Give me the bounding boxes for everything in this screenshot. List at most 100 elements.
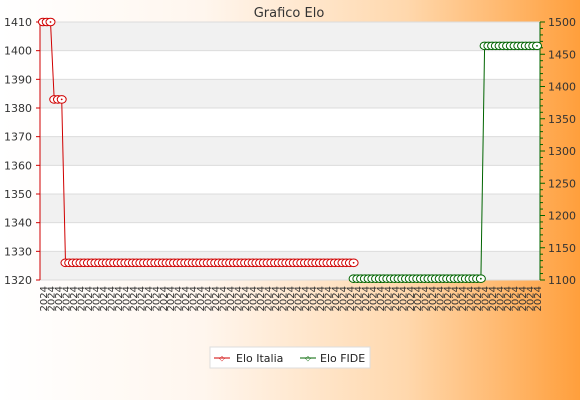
x-tick-label: 2024 — [46, 286, 57, 311]
x-tick-label: 2024 — [316, 286, 327, 311]
x-tick-label: 2024 — [353, 286, 364, 311]
x-tick-label: 2024 — [511, 286, 522, 311]
x-tick-label: 2024 — [443, 286, 454, 311]
point-center-elo-fide — [536, 44, 538, 47]
x-tick-label: 2024 — [368, 286, 379, 311]
x-tick-label: 2024 — [518, 286, 529, 311]
right-tick-label: 1450 — [548, 48, 576, 61]
left-tick-label: 1370 — [4, 131, 32, 144]
grid-band — [40, 194, 540, 223]
left-tick-label: 1360 — [4, 159, 32, 172]
x-tick-label: 2024 — [361, 286, 372, 311]
x-tick-label: 2024 — [61, 286, 72, 311]
right-tick-label: 1150 — [548, 242, 576, 255]
left-tick-label: 1410 — [4, 16, 32, 29]
x-tick-label: 2024 — [413, 286, 424, 311]
right-tick-label: 1100 — [548, 274, 576, 287]
x-tick-label: 2024 — [279, 286, 290, 311]
x-tick-label: 2024 — [159, 286, 170, 311]
x-tick-label: 2024 — [114, 286, 125, 311]
right-axis: 1100 1150 1200 1250 1300 1350 1400 1450 1500 — [539, 16, 576, 287]
point-center-elo-italia — [352, 261, 355, 264]
x-tick-label: 2024 — [458, 286, 469, 311]
left-tick-label: 1380 — [4, 102, 32, 115]
x-tick-label: 2024 — [436, 286, 447, 311]
x-tick-label: 2024 — [91, 286, 102, 311]
x-tick-label: 2024 — [376, 286, 387, 311]
legend-item-elo-italia[interactable]: ◇ Elo Italia — [214, 352, 283, 365]
x-tick-label: 2024 — [106, 286, 117, 311]
right-tick-label: 1400 — [548, 81, 576, 94]
x-tick-label: 2024 — [481, 286, 492, 311]
legend-marker-elo-italia: ◇ — [219, 355, 225, 363]
x-tick-label: 2024 — [533, 286, 544, 311]
x-tick-label: 2024 — [249, 286, 260, 311]
x-tick-label: 2024 — [323, 286, 334, 311]
right-tick-label: 1500 — [548, 16, 576, 29]
x-tick-label: 2024 — [264, 286, 275, 311]
x-tick-label: 2024 — [256, 286, 267, 311]
x-tick-label: 2024 — [234, 286, 245, 311]
x-tick-label: 2024 — [136, 286, 147, 311]
x-tick-label: 2024 — [526, 286, 537, 311]
x-tick-label: 2024 — [383, 286, 394, 311]
x-tick-label: 2024 — [503, 286, 514, 311]
legend-label-elo-fide: Elo FIDE — [320, 352, 365, 365]
x-tick-label: 2024 — [99, 286, 110, 311]
x-tick-label: 2024 — [331, 286, 342, 311]
point-center-elo-italia — [60, 98, 63, 101]
plot-background — [40, 22, 540, 280]
x-tick-label: 2024 — [76, 286, 87, 311]
right-tick-label: 1250 — [548, 177, 576, 190]
x-tick-label: 2024 — [391, 286, 402, 311]
x-tick-label: 2024 — [129, 286, 140, 311]
x-tick-label: 2024 — [211, 286, 222, 311]
legend-item-elo-fide[interactable]: ◇ Elo FIDE — [300, 352, 365, 365]
series-elo-fide — [348, 41, 542, 284]
left-tick-label: 1400 — [4, 45, 32, 58]
legend-label-elo-italia: Elo Italia — [236, 352, 283, 365]
x-tick-label: 2024 — [166, 286, 177, 311]
x-tick-label: 2024 — [271, 286, 282, 311]
x-tick-label: 2024 — [144, 286, 155, 311]
x-tick-label: 2024 — [451, 286, 462, 311]
x-tick-label: 2024 — [421, 286, 432, 311]
left-tick-label: 1340 — [4, 217, 32, 230]
grid-band — [40, 22, 540, 51]
x-tick-label: 2024 — [398, 286, 409, 311]
x-tick-label: 2024 — [196, 286, 207, 311]
x-tick-label: 2024 — [428, 286, 439, 311]
x-tick-label: 2024 — [121, 286, 132, 311]
x-tick-label: 2024 — [466, 286, 477, 311]
x-tick-label: 2024 — [189, 286, 200, 311]
x-tick-label: 2024 — [286, 286, 297, 311]
point-center-elo-italia — [49, 21, 52, 23]
x-tick-label: 2024 — [84, 286, 95, 311]
chart-title: Grafico Elo — [254, 6, 325, 21]
left-axis: 1320 1330 1340 1350 1360 1370 1380 1390 1400 1410 — [4, 16, 41, 287]
x-tick-label: 2024 — [496, 286, 507, 311]
left-tick-label: 1350 — [4, 188, 32, 201]
legend-box — [209, 346, 371, 369]
x-tick-label: 2024 — [473, 286, 484, 311]
legend-marker-elo-fide: ◇ — [305, 355, 311, 363]
x-tick-label: 2024 — [39, 286, 50, 311]
point-center-elo-fide — [479, 277, 482, 280]
legend: ◇ Elo Italia ◇ Elo FIDE — [209, 346, 371, 369]
left-tick-label: 1320 — [4, 274, 32, 287]
x-tick-label: 2024 — [346, 286, 357, 311]
x-tick-label: 2024 — [488, 286, 499, 311]
x-tick-label: 2024 — [338, 286, 349, 311]
x-tick-label: 2024 — [219, 286, 230, 311]
x-tick-label: 2024 — [69, 286, 80, 311]
right-tick-label: 1200 — [548, 210, 576, 223]
grid-band — [40, 79, 540, 108]
x-tick-label: 2024 — [174, 286, 185, 311]
x-tick-label: 2024 — [241, 286, 252, 311]
right-tick-label: 1300 — [548, 145, 576, 158]
gridlines — [40, 21, 540, 281]
x-tick-label: 2024 — [151, 286, 162, 311]
x-tick-label: 2024 — [308, 286, 319, 311]
